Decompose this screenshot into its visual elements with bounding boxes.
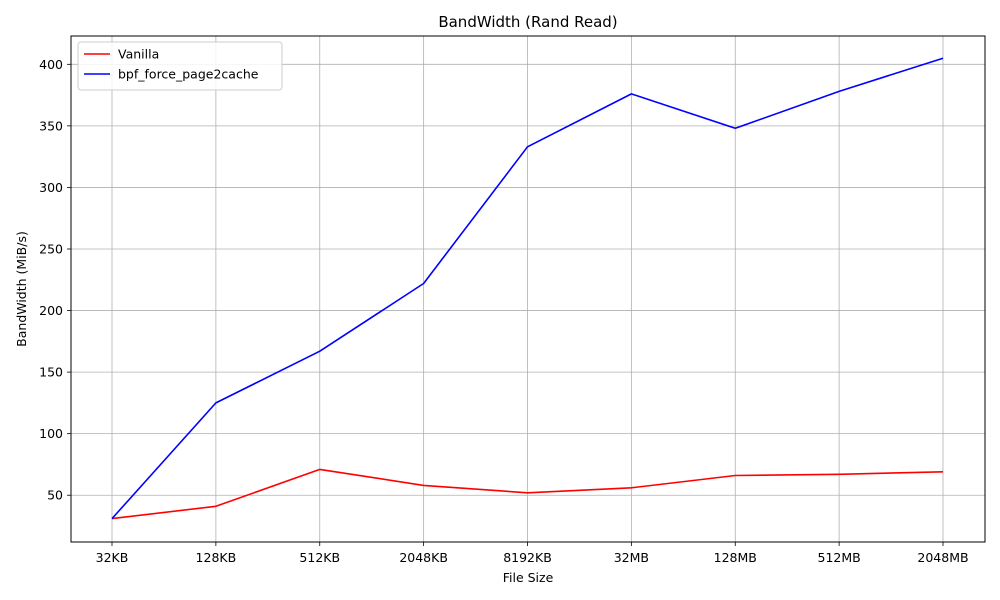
- y-tick-label: 100: [39, 426, 63, 441]
- x-tick-label: 2048KB: [399, 550, 448, 565]
- y-tick-label: 400: [39, 57, 63, 72]
- x-tick-label: 8192KB: [503, 550, 552, 565]
- y-axis-label: BandWidth (MiB/s): [14, 231, 29, 347]
- x-axis: 32KB 128KB 512KB 2048KB 8192KB 32MB 128MB 512MB…: [96, 542, 969, 565]
- series-line-1: [111, 468, 944, 520]
- x-tick-label: 32KB: [96, 550, 129, 565]
- legend-label: bpf_force_page2cache: [118, 67, 259, 82]
- series-line-2: [111, 57, 944, 520]
- series-lines: [111, 57, 944, 520]
- legend-box: [77, 41, 283, 91]
- legend: Vanilla bpf_force_page2cache: [77, 41, 283, 91]
- x-tick-label: 128MB: [714, 550, 757, 565]
- y-axis: 50 100 150 200 250 300 350 400: [39, 57, 71, 503]
- chart-title: BandWidth (Rand Read): [438, 13, 617, 31]
- x-tick-label: 2048MB: [917, 550, 968, 565]
- plot-area: [70, 35, 986, 543]
- x-tick-label: 512MB: [818, 550, 861, 565]
- x-tick-label: 512KB: [299, 550, 340, 565]
- y-tick-label: 250: [39, 241, 63, 256]
- x-axis-label: File Size: [503, 570, 554, 585]
- y-tick-label: 150: [39, 365, 63, 380]
- y-tick-label: 300: [39, 180, 63, 195]
- x-tick-label: 128KB: [196, 550, 237, 565]
- legend-label: Vanilla: [118, 47, 159, 62]
- x-tick-label: 32MB: [614, 550, 649, 565]
- y-tick-label: 50: [47, 488, 63, 503]
- grid-lines: [71, 36, 985, 542]
- y-tick-label: 200: [39, 303, 63, 318]
- y-tick-label: 350: [39, 118, 63, 133]
